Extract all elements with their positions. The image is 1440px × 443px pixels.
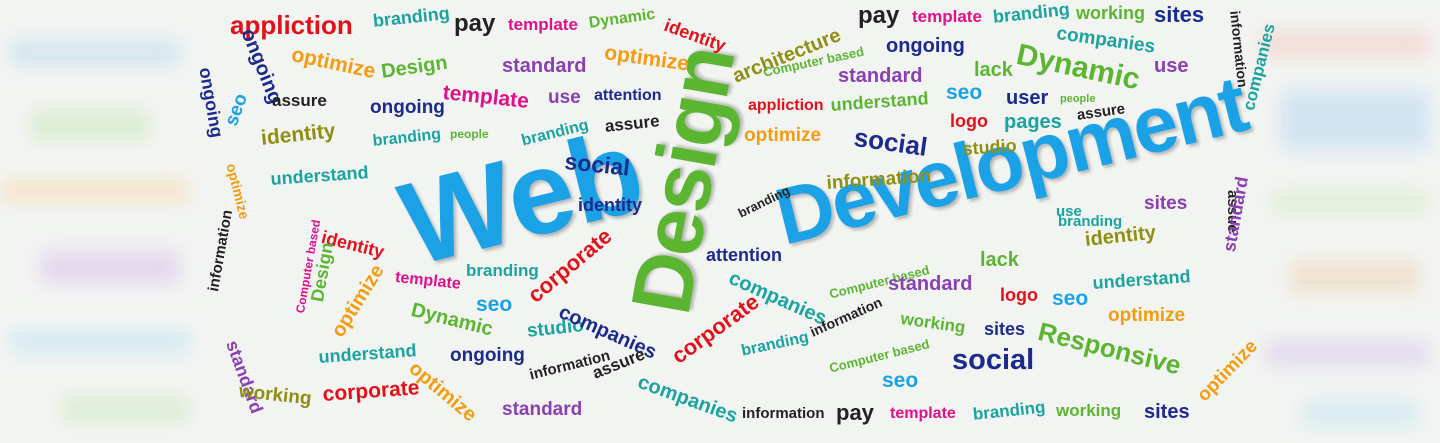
word: sites	[1144, 193, 1188, 214]
word: template	[912, 7, 982, 26]
word: seo	[882, 369, 919, 392]
word: use	[1154, 55, 1189, 77]
word: branding	[1058, 213, 1123, 230]
headline-design: Design	[613, 40, 753, 321]
word: appliction	[230, 10, 353, 40]
word: pay	[858, 2, 900, 29]
word: pages	[1004, 111, 1062, 133]
word: understand	[317, 340, 418, 367]
word: social	[952, 344, 1035, 376]
word: standard	[888, 273, 973, 295]
word: lack	[974, 59, 1013, 81]
word: understand	[269, 162, 370, 189]
word: working	[899, 309, 967, 337]
word: template	[890, 405, 956, 422]
word: user	[1006, 87, 1049, 109]
word: branding	[971, 397, 1047, 424]
word: sites	[1144, 401, 1190, 423]
word: working	[1076, 3, 1146, 23]
word: lack	[980, 249, 1019, 271]
word: Dynamic	[587, 5, 657, 32]
word: attention	[706, 245, 782, 265]
word: logo	[1000, 285, 1038, 305]
word: information	[205, 208, 237, 293]
word: optimize	[1108, 305, 1186, 326]
word: identity	[578, 195, 643, 215]
word: branding	[371, 125, 442, 150]
word: assure	[272, 91, 327, 110]
word: people	[450, 127, 489, 141]
word: identity	[259, 119, 337, 150]
word: ongoing	[370, 97, 445, 118]
word: pay	[454, 10, 496, 37]
word: pay	[836, 400, 874, 425]
word: seo	[221, 90, 252, 129]
word: optimize	[744, 125, 822, 146]
word: understand	[829, 88, 930, 115]
word: branding	[991, 0, 1071, 27]
word: seo	[1052, 287, 1089, 310]
word: optimize	[327, 260, 389, 342]
word: sites	[984, 319, 1026, 339]
word: branding	[739, 328, 811, 360]
word-cloud: Web Design Development appliction brandi…	[195, 0, 1279, 443]
word: logo	[950, 111, 988, 131]
word: sites	[1154, 2, 1205, 27]
word: ongoing	[886, 35, 965, 57]
word: studio	[961, 135, 1018, 159]
word: seo	[946, 81, 983, 104]
word: Responsive	[1035, 316, 1185, 381]
word: seo	[476, 293, 513, 316]
word: template	[508, 15, 578, 34]
word: appliction	[748, 97, 824, 114]
word: use	[548, 87, 581, 108]
word: people	[1060, 93, 1096, 105]
word: use	[1056, 203, 1082, 220]
word: working	[1056, 401, 1122, 420]
word: corporate	[321, 376, 421, 406]
word: understand	[1091, 266, 1192, 293]
word: standard	[502, 399, 583, 420]
word: information	[742, 405, 825, 422]
word: Design	[379, 51, 449, 83]
word: branding	[371, 2, 451, 31]
word: standard	[1219, 174, 1252, 254]
word: branding	[466, 261, 539, 280]
word: template	[441, 81, 530, 113]
word: companies	[634, 371, 741, 428]
word: optimize	[289, 43, 378, 84]
word: standard	[502, 55, 587, 77]
word: optimize	[1193, 335, 1262, 406]
word: standard	[838, 65, 923, 87]
word: ongoing	[450, 345, 525, 366]
word: attention	[594, 87, 662, 104]
